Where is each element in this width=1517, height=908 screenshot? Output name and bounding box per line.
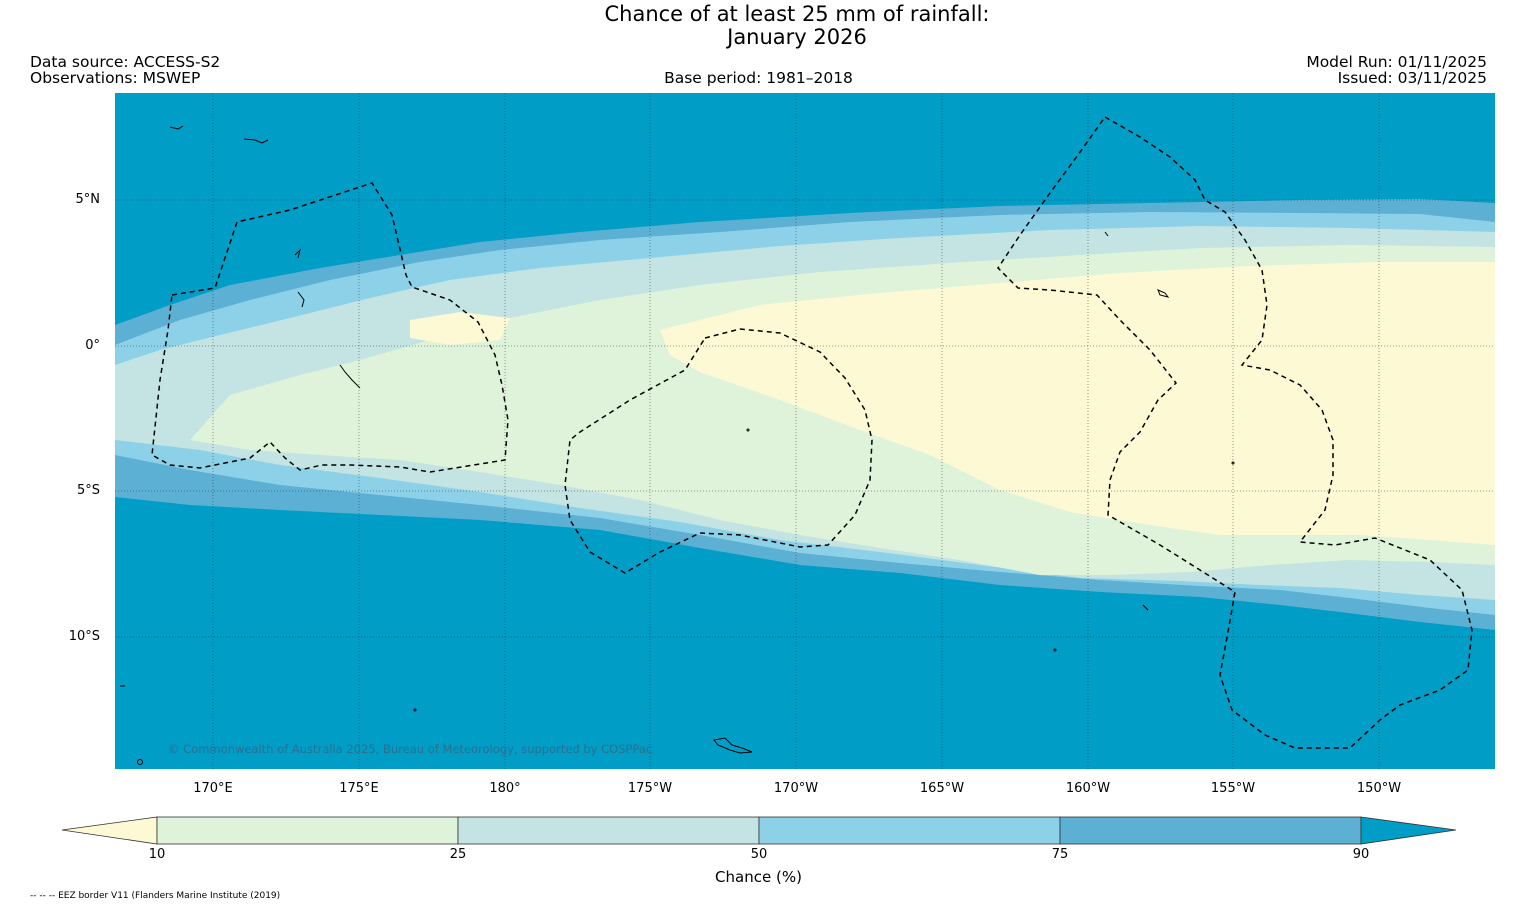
colorbar-25-50 (457, 816, 760, 845)
title-line-1: Chance of at least 25 mm of rainfall: (604, 2, 990, 26)
colorbar-above-90 (1360, 816, 1457, 845)
colorbar-tick-90: 90 (1352, 847, 1370, 862)
copyright-notice: © Commonwealth of Australia 2025, Bureau… (168, 742, 653, 756)
model-run: Model Run: 01/11/2025 (1306, 53, 1487, 71)
lon-label-155w: 155°W (1210, 781, 1256, 796)
data-source: Data source: ACCESS-S2 (30, 53, 221, 71)
map-field (115, 93, 1495, 769)
colorbar-tick-50: 50 (750, 847, 768, 862)
lat-label-0: 0° (85, 338, 100, 353)
observations: Observations: MSWEP (30, 69, 201, 87)
issued-date: Issued: 03/11/2025 (1337, 69, 1487, 87)
colorbar-tick-75: 75 (1051, 847, 1069, 862)
eez-line-islands (997, 116, 1473, 749)
lon-label-160w: 160°W (1065, 781, 1111, 796)
colorbar-50-75 (758, 816, 1061, 845)
lon-label-175e: 175°E (339, 781, 379, 796)
lon-label-170e: 170°E (193, 781, 233, 796)
band-below-10 (660, 262, 1495, 545)
eez-footnote: -- -- -- EEZ border V11 (Flanders Marine… (30, 891, 281, 901)
title-line-2: January 2026 (727, 25, 867, 49)
colorbar-label: Chance (%) (715, 868, 802, 886)
lat-label-5s: 5°S (76, 483, 100, 498)
lon-label-170w: 170°W (773, 781, 819, 796)
lat-label-5n: 5°N (75, 192, 101, 207)
model-info-block: Model Run: 01/11/2025 Issued: 03/11/2025 (1306, 54, 1487, 86)
data-source-block: Data source: ACCESS-S2 Observations: MSW… (30, 54, 220, 86)
colorbar (61, 816, 1457, 845)
lon-label-175w: 175°W (627, 781, 673, 796)
graticule (115, 93, 1495, 769)
eez-phoenix (564, 328, 873, 574)
eez-kiribati-gilbert (151, 182, 509, 473)
base-period: Base period: 1981–2018 (664, 69, 853, 87)
lon-label-150w: 150°W (1356, 781, 1402, 796)
band-below-10-patch (410, 312, 510, 345)
colorbar-10-25 (156, 816, 459, 845)
colorbar-below-10 (61, 816, 158, 845)
colorbar-75-90 (1059, 816, 1362, 845)
lon-label-180: 180° (489, 781, 521, 796)
lat-label-10s: 10°S (68, 629, 100, 644)
lon-label-165w: 165°W (919, 781, 965, 796)
coastlines (120, 125, 1235, 765)
map-title: Chance of at least 25 mm of rainfall: Ja… (0, 3, 1517, 49)
eez-borders (151, 116, 1473, 749)
colorbar-tick-10: 10 (148, 847, 166, 862)
colorbar-tick-25: 25 (449, 847, 467, 862)
